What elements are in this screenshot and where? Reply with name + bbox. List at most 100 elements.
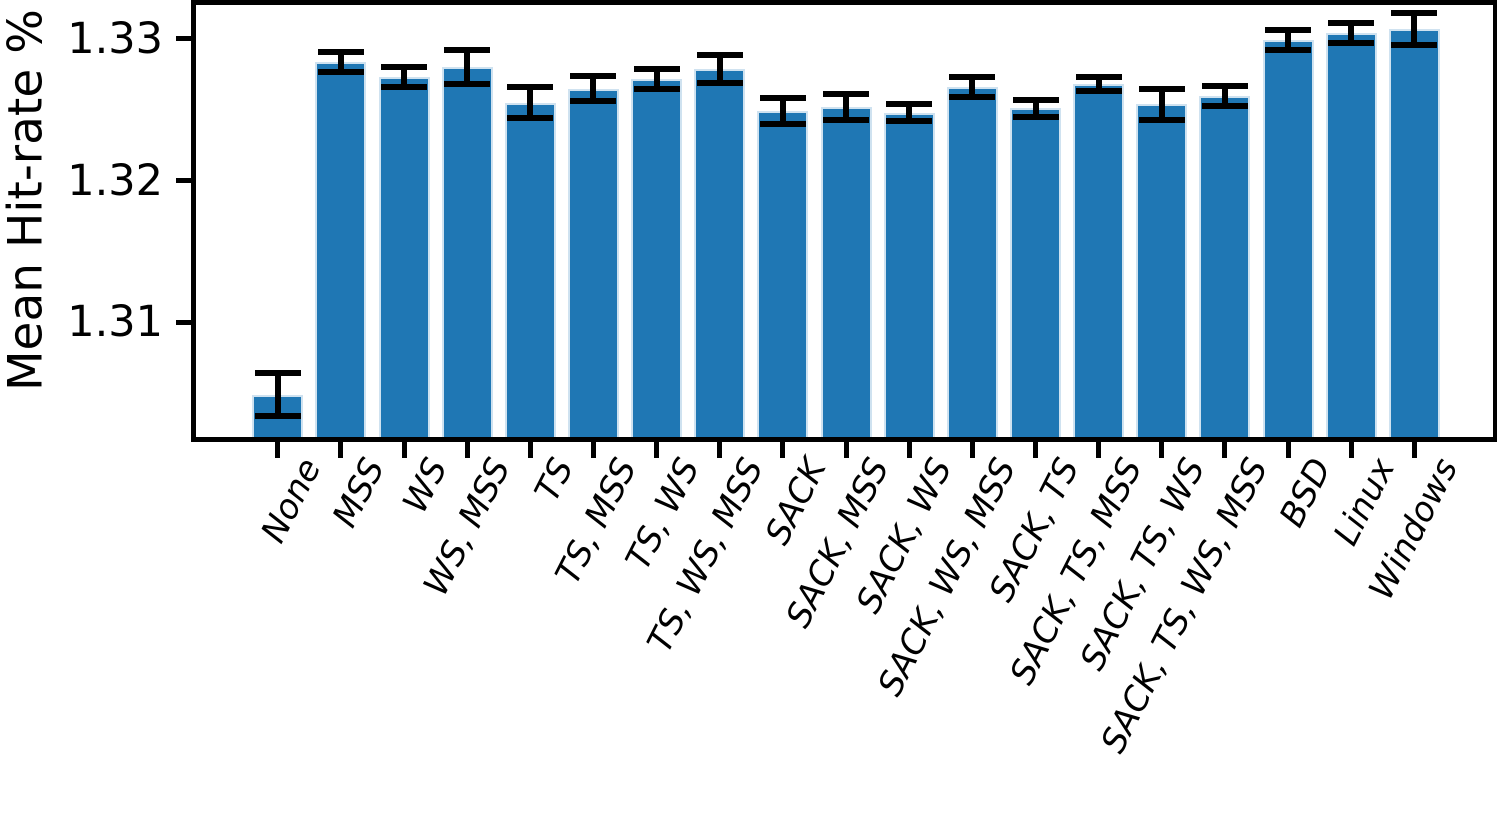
- x-tick-label: WS: [394, 452, 456, 520]
- error-bar-cap-top: [1012, 96, 1059, 103]
- error-bar-cap-top: [444, 47, 491, 54]
- x-tick-label: None: [253, 452, 330, 550]
- error-bar-cap-bottom: [444, 81, 491, 88]
- error-bar-cap-bottom: [254, 412, 301, 419]
- error-bar-cap-bottom: [1391, 41, 1438, 48]
- bar: [1262, 40, 1314, 437]
- bar: [1388, 29, 1440, 437]
- bar: [820, 106, 872, 437]
- error-bar-cap-top: [254, 370, 301, 377]
- error-bar-cap-top: [633, 65, 680, 72]
- bar: [1325, 33, 1377, 437]
- x-tick-label: TS: [527, 452, 582, 508]
- x-tick: [1348, 442, 1354, 458]
- error-bar-line: [1032, 99, 1039, 117]
- bar: [631, 78, 683, 437]
- error-bar-cap-top: [317, 48, 364, 55]
- bar: [1010, 108, 1061, 437]
- error-bar-cap-bottom: [1328, 40, 1375, 47]
- error-bar-line: [464, 50, 471, 85]
- error-bar-line: [274, 373, 281, 416]
- error-bar-line: [779, 98, 786, 124]
- error-bar-cap-bottom: [1012, 113, 1059, 120]
- x-tick: [654, 442, 660, 458]
- x-tick: [780, 442, 786, 458]
- error-bar-cap-top: [823, 91, 870, 98]
- error-bar-cap-bottom: [1138, 116, 1185, 123]
- x-tick: [1159, 442, 1165, 458]
- error-bar-cap-top: [1328, 20, 1375, 27]
- x-tick: [906, 442, 912, 458]
- error-bar-cap-bottom: [317, 68, 364, 75]
- bar: [1136, 104, 1188, 437]
- error-bar-line: [1285, 30, 1292, 51]
- x-tick: [843, 442, 849, 458]
- y-tick: [176, 178, 191, 184]
- error-bar-line: [969, 77, 976, 98]
- y-tick-label: 1.31: [67, 297, 163, 348]
- x-tick-label: MSS: [324, 452, 393, 534]
- error-bar-cap-top: [570, 72, 617, 79]
- error-bar-cap-bottom: [823, 116, 870, 123]
- error-bar-cap-bottom: [759, 120, 806, 127]
- error-bar-cap-bottom: [507, 115, 554, 122]
- error-bar-line: [653, 68, 660, 89]
- bar: [441, 67, 493, 437]
- bar: [567, 88, 619, 437]
- x-tick: [590, 442, 596, 458]
- x-tick: [275, 442, 281, 458]
- error-bar-cap-top: [759, 95, 806, 102]
- error-bar-line: [1411, 13, 1418, 45]
- error-bar-cap-bottom: [1265, 47, 1312, 54]
- error-bar-line: [1095, 77, 1102, 92]
- error-bar-cap-top: [1265, 27, 1312, 34]
- error-bar-cap-top: [696, 51, 743, 58]
- x-tick: [1285, 442, 1291, 458]
- y-tick: [176, 319, 191, 325]
- error-bar-cap-top: [1138, 85, 1185, 92]
- error-bar-line: [1221, 85, 1228, 106]
- x-tick: [1033, 442, 1038, 458]
- x-tick: [1222, 442, 1228, 458]
- error-bar-cap-top: [507, 84, 554, 91]
- x-tick: [401, 442, 407, 458]
- error-bar-line: [590, 75, 597, 102]
- x-tick: [338, 442, 344, 458]
- error-bar-cap-bottom: [381, 84, 427, 91]
- bar: [1073, 84, 1125, 437]
- bar: [757, 111, 809, 437]
- error-bar-line: [1158, 88, 1165, 120]
- error-bar-line: [527, 87, 534, 119]
- error-bar-cap-bottom: [1201, 102, 1248, 109]
- bar: [378, 77, 430, 437]
- plot-inner: [196, 5, 1493, 437]
- bar: [1199, 95, 1251, 437]
- x-tick: [1096, 442, 1102, 458]
- bar: [315, 61, 367, 437]
- error-bar-cap-top: [1201, 82, 1248, 89]
- plot-area: [191, 0, 1497, 442]
- y-tick: [176, 36, 191, 42]
- error-bar-cap-bottom: [570, 98, 617, 105]
- error-bar-cap-top: [1391, 10, 1438, 17]
- bar: [694, 68, 746, 437]
- error-bar-line: [337, 51, 344, 72]
- error-bar-cap-bottom: [886, 118, 933, 125]
- x-tick: [717, 442, 723, 458]
- bar: [504, 102, 556, 437]
- error-bar-cap-top: [886, 101, 933, 108]
- error-bar-line: [906, 104, 913, 122]
- error-bar-cap-bottom: [1075, 88, 1122, 95]
- error-bar-cap-top: [1075, 74, 1122, 81]
- x-tick: [1411, 442, 1417, 458]
- error-bar-line: [401, 67, 407, 88]
- x-tick: [527, 442, 533, 458]
- error-bar-line: [843, 94, 850, 120]
- bar: [883, 112, 935, 437]
- error-bar-line: [1348, 23, 1355, 44]
- bar: [946, 87, 998, 437]
- error-bar-cap-bottom: [696, 79, 743, 86]
- error-bar-line: [716, 54, 723, 83]
- y-tick-label: 1.32: [67, 155, 163, 206]
